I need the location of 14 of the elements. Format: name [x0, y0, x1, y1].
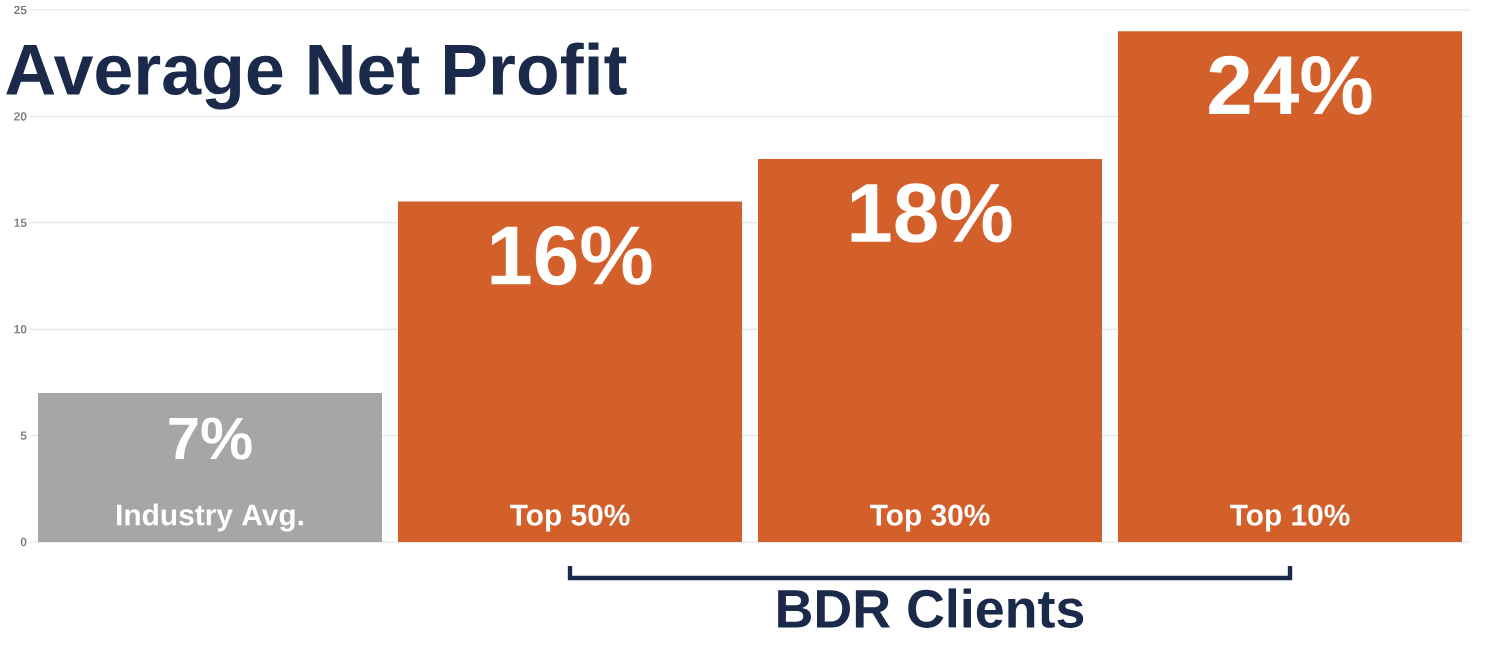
x-tick-label: Top 30%: [870, 504, 990, 532]
data-label: 16%: [491, 225, 652, 286]
bar: [38, 393, 383, 542]
x-tick-label: Top 10%: [1230, 504, 1350, 532]
text: BDR Clients: [778, 588, 1084, 628]
bar: [758, 158, 1103, 542]
x-tick-label: Top 50%: [510, 504, 630, 532]
chart-title: Average Net Profit: [6, 42, 627, 110]
bar: [398, 201, 743, 542]
x-tick-label: Industry Avg.: [117, 503, 303, 532]
data-label: 7%: [169, 417, 252, 460]
data-label: 18%: [851, 183, 1012, 243]
bar: [1118, 31, 1463, 542]
data-label: 24%: [1209, 55, 1372, 115]
